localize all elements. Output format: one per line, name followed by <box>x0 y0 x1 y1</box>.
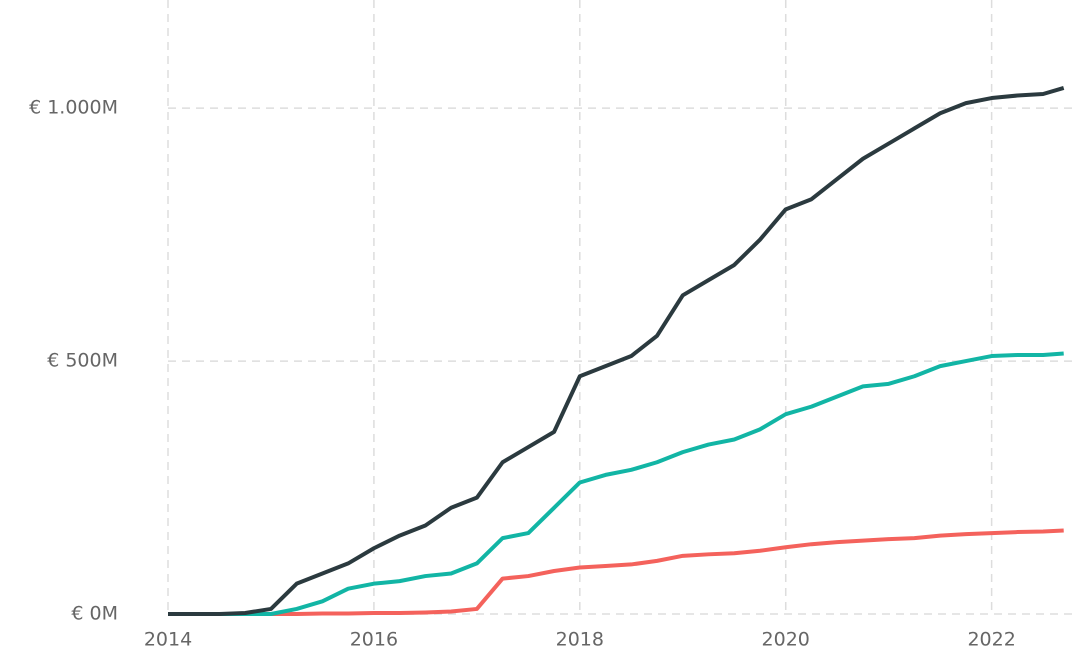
series-line <box>168 528 1064 616</box>
x-tick-label: 2018 <box>556 629 604 651</box>
x-tick-label: 2016 <box>350 629 398 651</box>
y-tick-label: € 1.000M <box>29 97 118 119</box>
series-line <box>168 86 1065 616</box>
x-tick-label: 2020 <box>762 629 810 651</box>
x-tick-label: 2022 <box>967 629 1015 651</box>
series-line <box>168 351 1064 616</box>
y-tick-label: € 500M <box>47 350 118 372</box>
x-tick-label: 2014 <box>144 629 192 651</box>
y-tick-label: € 0M <box>71 603 118 625</box>
